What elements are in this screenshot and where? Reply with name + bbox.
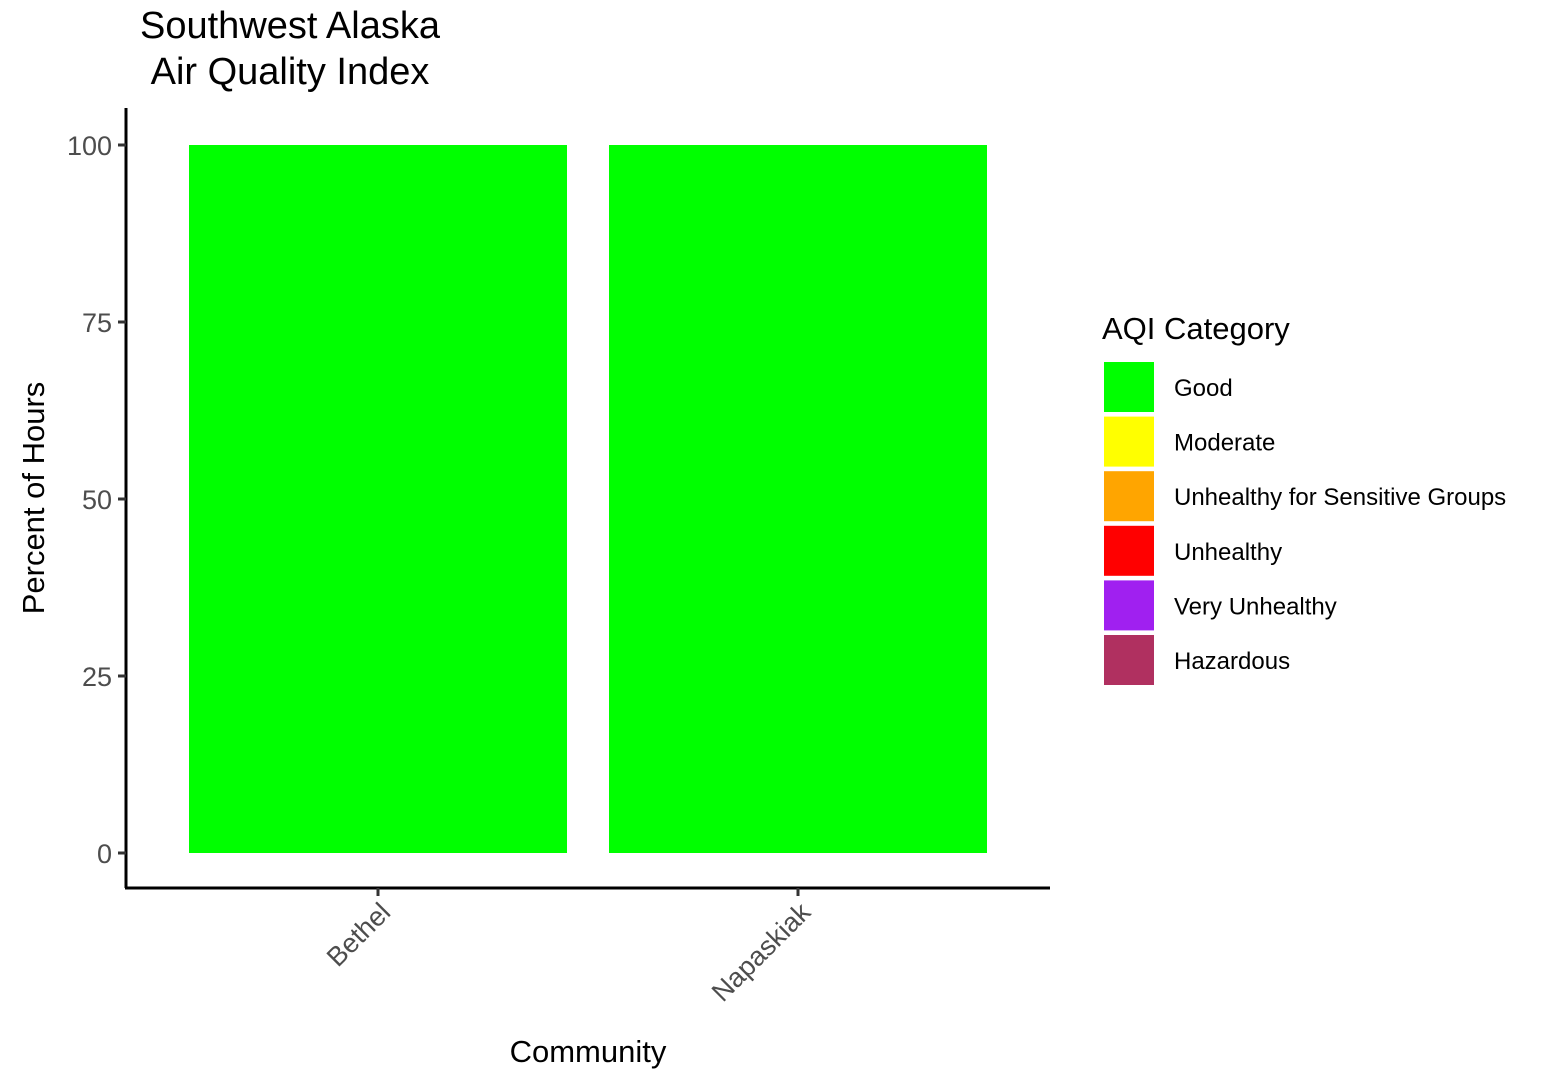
x-axis-title: Community: [510, 1034, 667, 1069]
y-tick-label: 75: [82, 308, 112, 338]
legend-label: Unhealthy for Sensitive Groups: [1174, 484, 1506, 511]
legend-label: Hazardous: [1174, 648, 1290, 675]
legend-key-unhealthy-for-sensitive-groups: [1104, 471, 1154, 522]
chart-title-line-2: Air Quality Index: [151, 51, 430, 93]
y-tick-label: 0: [97, 839, 112, 869]
bar-napaskiak-good: [609, 145, 987, 853]
legend-label: Moderate: [1174, 430, 1275, 457]
y-axis-title: Percent of Hours: [16, 382, 51, 615]
legend-items: Good Moderate Unhealthy for Sensitive Grou…: [1104, 362, 1506, 685]
legend-title: AQI Category: [1102, 311, 1290, 346]
x-tick-label: Napaskiak: [706, 897, 817, 1008]
legend-key-hazardous: [1104, 635, 1154, 685]
legend-label: Very Unhealthy: [1174, 593, 1337, 620]
legend-key-unhealthy: [1104, 525, 1154, 576]
y-tick-label: 25: [82, 662, 112, 692]
legend-key-good: [1104, 362, 1154, 412]
y-tick-label: 50: [82, 485, 112, 515]
legend-key-very-unhealthy: [1104, 580, 1154, 631]
legend: AQI Category Good Moderate Unhealthy for S…: [1102, 311, 1506, 685]
legend-label: Unhealthy: [1174, 539, 1282, 566]
x-tick-label: Bethel: [321, 897, 396, 972]
y-tick-label: 100: [67, 131, 112, 161]
chart-title-line-1: Southwest Alaska: [140, 5, 441, 47]
bar-bethel-good: [189, 145, 567, 853]
legend-label: Good: [1174, 375, 1233, 402]
legend-key-moderate: [1104, 416, 1154, 467]
chart-title: Southwest Alaska Air Quality Index: [140, 5, 441, 93]
bars-layer: [189, 145, 987, 853]
x-axis-ticks: Bethel Napaskiak: [321, 888, 817, 1007]
y-axis-ticks: 0 25 50 75 100: [67, 131, 126, 869]
